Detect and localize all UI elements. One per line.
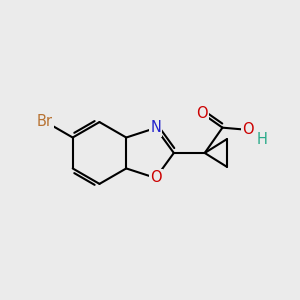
- Text: O: O: [196, 106, 208, 121]
- Text: N: N: [150, 121, 161, 136]
- Text: H: H: [256, 132, 267, 147]
- Text: Br: Br: [37, 114, 52, 129]
- Text: O: O: [242, 122, 254, 137]
- Text: O: O: [150, 170, 161, 185]
